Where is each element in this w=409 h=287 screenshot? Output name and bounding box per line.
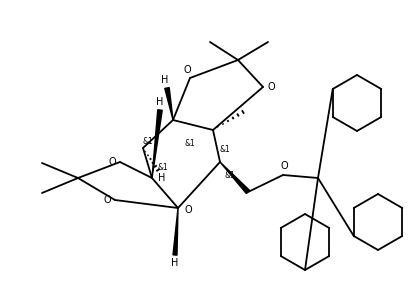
Text: O: O — [267, 82, 275, 92]
Text: &1: &1 — [220, 146, 230, 154]
Text: &1: &1 — [225, 172, 235, 181]
Text: O: O — [280, 161, 288, 171]
Text: H: H — [156, 97, 164, 107]
Text: &1: &1 — [184, 139, 196, 148]
Text: H: H — [161, 75, 169, 85]
Polygon shape — [165, 88, 173, 120]
Text: O: O — [184, 205, 192, 215]
Text: H: H — [158, 173, 166, 183]
Text: H: H — [171, 258, 179, 268]
Polygon shape — [220, 162, 249, 193]
Text: O: O — [108, 157, 116, 167]
Polygon shape — [152, 110, 162, 178]
Text: &1: &1 — [157, 164, 169, 172]
Polygon shape — [173, 208, 178, 255]
Text: O: O — [103, 195, 111, 205]
Text: O: O — [183, 65, 191, 75]
Text: &1: &1 — [143, 137, 153, 146]
